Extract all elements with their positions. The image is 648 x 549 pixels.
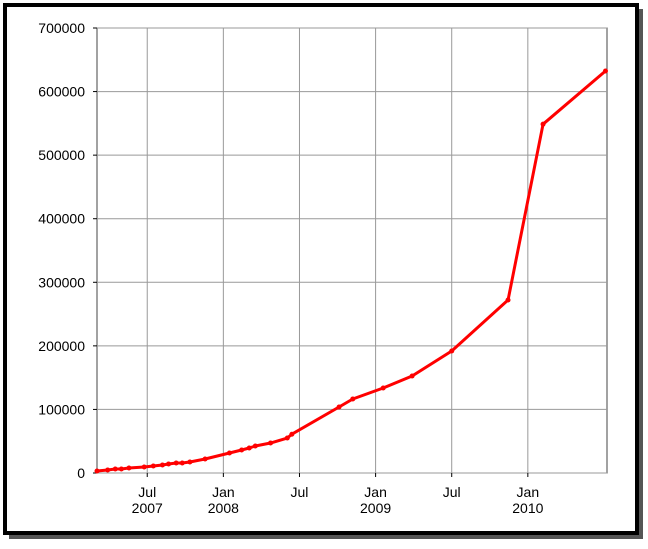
line bbox=[96, 69, 607, 473]
point bbox=[179, 460, 185, 466]
point bbox=[112, 466, 118, 472]
point bbox=[380, 385, 386, 391]
point bbox=[246, 445, 252, 451]
point bbox=[105, 467, 111, 473]
y-tick-label: 200000 bbox=[38, 338, 85, 354]
y-tick-label: 600000 bbox=[38, 84, 85, 100]
x-tick-label: Jan 2008 bbox=[208, 484, 239, 516]
point bbox=[449, 348, 455, 354]
y-tick-label: 0 bbox=[77, 465, 85, 481]
point bbox=[118, 466, 124, 472]
point bbox=[284, 435, 290, 441]
x-tick-label: Jul bbox=[291, 484, 309, 500]
x-tick-label: Jul 2007 bbox=[132, 484, 163, 516]
y-tick-label: 700000 bbox=[38, 20, 85, 36]
point bbox=[602, 68, 608, 74]
point bbox=[409, 373, 415, 379]
y-tick-label: 100000 bbox=[38, 401, 85, 417]
frame bbox=[3, 3, 639, 535]
point bbox=[166, 461, 172, 467]
point bbox=[505, 297, 511, 303]
x-tick-label: Jan 2009 bbox=[360, 484, 391, 516]
point bbox=[187, 459, 193, 465]
point bbox=[268, 440, 274, 446]
point bbox=[159, 462, 165, 468]
y-tick-label: 400000 bbox=[38, 211, 85, 227]
point bbox=[350, 396, 356, 402]
point bbox=[173, 460, 179, 466]
point bbox=[336, 404, 342, 410]
point bbox=[289, 431, 295, 437]
y-tick-label: 300000 bbox=[38, 274, 85, 290]
point bbox=[126, 465, 132, 471]
x-tick-label: Jul bbox=[443, 484, 461, 500]
point bbox=[94, 468, 100, 474]
y-tick-label: 500000 bbox=[38, 147, 85, 163]
point bbox=[540, 121, 546, 127]
point bbox=[239, 447, 245, 453]
point bbox=[226, 450, 232, 456]
point bbox=[202, 456, 208, 462]
x-tick-label: Jan 2010 bbox=[512, 484, 543, 516]
point bbox=[252, 443, 258, 449]
point bbox=[150, 463, 156, 469]
point bbox=[141, 464, 147, 470]
